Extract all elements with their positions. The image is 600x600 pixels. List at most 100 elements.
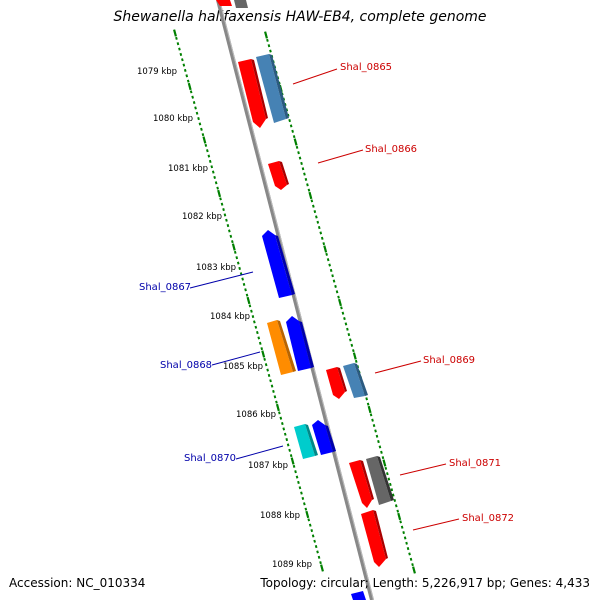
minor-tick — [233, 250, 237, 254]
minor-tick — [214, 181, 218, 185]
left-kbp-ticks — [173, 29, 324, 572]
gene-label-shal-0870[interactable]: Shal_0870 — [184, 453, 236, 464]
gene-top-red[interactable] — [216, 0, 232, 6]
minor-tick — [307, 188, 311, 192]
minor-tick — [269, 379, 272, 383]
gene-label-shal-0872[interactable]: Shal_0872 — [462, 513, 514, 524]
minor-tick — [226, 224, 230, 228]
minor-tick — [384, 466, 388, 470]
minor-tick — [282, 427, 286, 431]
gene-shal-0867[interactable] — [262, 230, 295, 298]
minor-tick — [328, 263, 331, 267]
gene-shal-0868[interactable] — [267, 316, 314, 375]
minor-tick — [292, 464, 296, 468]
leader-line — [412, 518, 460, 531]
kbp-label: 1079 kbp — [137, 67, 177, 77]
leader-line — [235, 445, 284, 460]
minor-tick — [231, 240, 234, 244]
gene-shal-0865[interactable] — [238, 54, 289, 128]
minor-tick — [343, 317, 346, 321]
minor-tick — [175, 36, 178, 40]
minor-tick — [301, 496, 305, 500]
minor-tick — [378, 445, 382, 449]
minor-tick — [315, 215, 318, 219]
major-tick — [338, 298, 342, 307]
minor-tick — [334, 284, 337, 288]
gene-shal-0870[interactable] — [294, 420, 336, 459]
minor-tick — [297, 480, 300, 484]
minor-tick — [313, 210, 317, 214]
minor-tick — [250, 309, 253, 313]
minor-tick — [189, 90, 193, 94]
minor-tick — [204, 143, 208, 147]
minor-tick — [298, 156, 302, 160]
minor-tick — [310, 529, 314, 533]
major-tick — [308, 191, 313, 200]
gene-label-shal-0867[interactable]: Shal_0867 — [139, 282, 191, 293]
gene-top-gray[interactable] — [234, 0, 248, 8]
minor-tick — [258, 341, 262, 345]
minor-tick — [316, 220, 320, 224]
minor-tick — [181, 58, 184, 62]
minor-tick — [279, 416, 283, 420]
gene-bottom-blue[interactable] — [351, 591, 366, 600]
minor-tick — [311, 534, 315, 538]
kbp-label: 1084 kbp — [210, 312, 250, 322]
major-tick — [217, 189, 222, 198]
minor-tick — [197, 117, 200, 121]
minor-tick — [263, 357, 266, 361]
minor-tick — [405, 541, 408, 545]
gene-shal-0872[interactable] — [361, 510, 388, 567]
minor-tick — [403, 536, 407, 540]
minor-tick — [352, 349, 355, 353]
gene-label-shal-0871[interactable]: Shal_0871 — [449, 458, 501, 469]
minor-tick — [322, 242, 326, 246]
minor-tick — [264, 363, 268, 367]
major-tick — [187, 82, 192, 91]
minor-tick — [225, 218, 228, 222]
minor-tick — [354, 359, 358, 363]
leader-line — [374, 360, 422, 374]
gene-shal-0866[interactable] — [268, 161, 289, 190]
gene-label-shal-0865[interactable]: Shal_0865 — [340, 62, 392, 73]
minor-tick — [272, 389, 275, 393]
kbp-label: 1082 kbp — [182, 212, 222, 222]
minor-tick — [365, 397, 368, 401]
minor-tick — [244, 288, 247, 292]
gene-label-shal-0869[interactable]: Shal_0869 — [423, 355, 475, 366]
major-tick — [275, 403, 280, 412]
minor-tick — [275, 400, 278, 404]
minor-tick — [346, 327, 349, 331]
minor-tick — [269, 49, 272, 53]
minor-tick — [178, 47, 181, 51]
minor-tick — [194, 106, 197, 110]
kbp-label: 1083 kbp — [196, 263, 236, 273]
minor-tick — [409, 557, 413, 561]
gene-label-shal-0868[interactable]: Shal_0868 — [160, 360, 212, 371]
minor-tick — [291, 129, 294, 133]
minor-tick — [198, 122, 202, 126]
major-tick — [246, 296, 251, 305]
minor-tick — [301, 167, 305, 171]
minor-tick — [340, 306, 343, 310]
minor-tick — [366, 402, 370, 406]
gene-label-shal-0866[interactable]: Shal_0866 — [365, 144, 417, 155]
minor-tick — [406, 547, 410, 551]
minor-tick — [317, 555, 321, 559]
gene-shal-0869[interactable] — [326, 363, 368, 399]
minor-tick — [389, 482, 392, 486]
minor-tick — [326, 258, 330, 262]
minor-tick — [200, 127, 203, 131]
kbp-label: 1081 kbp — [168, 164, 208, 174]
major-tick — [293, 138, 298, 146]
minor-tick — [325, 252, 328, 256]
minor-tick — [317, 226, 321, 230]
minor-tick — [288, 119, 291, 123]
major-tick — [320, 564, 324, 572]
minor-tick — [201, 133, 205, 137]
minor-tick — [186, 79, 190, 83]
minor-tick — [222, 208, 225, 212]
minor-tick — [391, 493, 395, 497]
major-tick — [264, 31, 268, 39]
gene-shal-0871[interactable] — [349, 456, 394, 508]
